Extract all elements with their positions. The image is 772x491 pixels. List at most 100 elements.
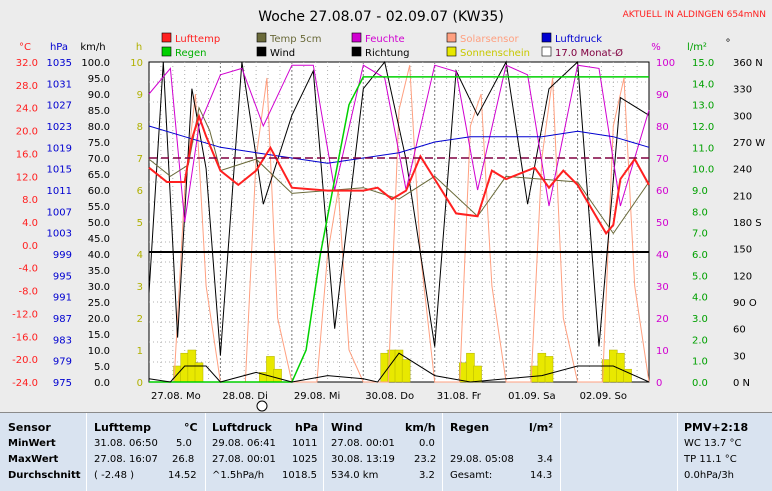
wind-tick-label: 70.0 (88, 154, 110, 165)
unit-percent: % (651, 42, 661, 53)
row-max-wind-time: 30.08. 13:19 (331, 454, 395, 465)
direction-tick-label: 360 N (733, 58, 763, 69)
temp-tick-label: -20.0 (12, 355, 38, 366)
humidity-tick-label: 80 (656, 122, 669, 133)
series-line-richtung (148, 60, 650, 356)
pressure-tick-label: 995 (53, 271, 72, 282)
sunshine-bar (623, 368, 632, 383)
wind-tick-label: 85.0 (88, 106, 110, 117)
pressure-tick-label: 983 (53, 335, 72, 346)
pressure-tick-label: 975 (53, 378, 72, 389)
hours-tick-label: 5 (137, 218, 143, 229)
hours-tick-label: 7 (137, 154, 143, 165)
series-line-wind (148, 352, 650, 383)
row-max-pmv: TP 11.1 °C (684, 454, 737, 465)
row-max-temp-time: 27.08. 16:07 (94, 454, 158, 465)
temp-tick-label: 4.0 (22, 218, 38, 229)
row-max-press-val: 1025 (292, 454, 318, 465)
humidity-tick-label: 60 (656, 186, 669, 197)
pressure-tick-label: 1023 (47, 122, 72, 133)
day-label: 02.09. So (580, 391, 627, 402)
wind-tick-label: 100.0 (81, 58, 110, 69)
pressure-tick-label: 991 (53, 293, 72, 304)
sunshine-bar (266, 356, 275, 383)
legend-label: 17.0 Monat-Ø (555, 47, 623, 59)
sunshine-bar (401, 359, 411, 383)
row-avg-rain-val: 14.3 (530, 470, 553, 481)
hours-tick-label: 9 (137, 90, 143, 101)
wind-tick-label: 45.0 (88, 234, 110, 245)
direction-tick-label: 30 (733, 351, 746, 362)
header-sensor: Sensor (8, 421, 51, 434)
grid (149, 62, 649, 382)
pressure-tick-label: 1007 (47, 207, 72, 218)
pressure-tick-label: 1011 (47, 186, 72, 197)
wind-tick-label: 25.0 (88, 298, 110, 309)
legend-swatch (446, 32, 457, 43)
hours-tick-label: 8 (137, 122, 143, 133)
rain-tick-label: 7.0 (692, 229, 708, 240)
sunshine-bar (380, 352, 389, 383)
pressure-tick-label: 1015 (47, 165, 72, 176)
direction-tick-label: 0 N (733, 378, 750, 389)
rain-tick-label: 2.0 (692, 335, 708, 346)
row-max-rain-time: 29.08. 05:08 (450, 454, 514, 465)
row-min-label: MinWert (8, 438, 56, 449)
legend-swatch (256, 32, 267, 43)
direction-tick-label: 180 S (733, 218, 762, 229)
hours-tick-label: 2 (137, 314, 143, 325)
wind-tick-label: 10.0 (88, 346, 110, 357)
rain-tick-label: 11.0 (692, 143, 714, 154)
weather-chart: Woche 27.08.07 - 02.09.07 (KW35) AKTUELL… (0, 0, 772, 412)
pressure-tick-label: 1003 (47, 229, 72, 240)
row-max-rain-val: 3.4 (537, 454, 553, 465)
pressure-tick-label: 999 (53, 250, 72, 261)
direction-tick-label: 60 (733, 325, 746, 336)
direction-tick-label: 90 O (733, 298, 757, 309)
temp-tick-label: 0.0 (22, 241, 38, 252)
sunshine-bar (273, 368, 282, 383)
rain-tick-label: 13.0 (692, 101, 714, 112)
direction-tick-label: 300 (733, 111, 752, 122)
day-label: 29.08. Mi (294, 391, 340, 402)
scroll-marker-icon[interactable] (256, 400, 268, 412)
legend-label: Temp 5cm (269, 34, 321, 45)
row-avg-label: Durchschnitt (8, 470, 81, 481)
rain-tick-label: 10.0 (692, 165, 714, 176)
humidity-tick-label: 70 (656, 154, 669, 165)
temp-tick-label: -12.0 (12, 309, 38, 320)
unit-degree: ° (726, 38, 731, 49)
legend-label: Sonnenschein (460, 48, 530, 59)
rain-tick-label: 14.0 (692, 79, 714, 90)
series-lines (148, 60, 650, 383)
day-label: 30.08. Do (365, 391, 414, 402)
row-min-temp-time: 31.08. 06:50 (94, 438, 158, 449)
hours-tick-label: 1 (137, 346, 143, 357)
header-temp-unit: °C (184, 421, 198, 434)
wind-tick-label: 5.0 (94, 362, 110, 373)
unit-celsius: °C (19, 42, 31, 53)
row-min-wind-time: 27.08. 00:01 (331, 438, 395, 449)
row-avg-temp-val: 14.52 (168, 470, 197, 481)
rain-tick-label: 6.0 (692, 250, 708, 261)
wind-tick-label: 0.0 (94, 378, 110, 389)
temp-tick-label: -8.0 (18, 287, 38, 298)
direction-tick-label: 210 (733, 191, 752, 202)
statistics-table: Sensor Lufttemp °C Luftdruck hPa Wind km… (0, 412, 772, 491)
sunshine-bar (466, 352, 475, 383)
wind-tick-label: 60.0 (88, 186, 110, 197)
pressure-tick-label: 1031 (47, 79, 72, 90)
unit-hours: h (136, 42, 142, 53)
sunshine-bar (544, 356, 554, 383)
row-min-temp-val: 5.0 (176, 438, 192, 449)
hours-tick-label: 0 (137, 378, 143, 389)
wind-tick-label: 30.0 (88, 282, 110, 293)
station-label: AKTUELL IN ALDINGEN 654mNN (623, 10, 766, 20)
rain-tick-label: 3.0 (692, 314, 708, 325)
series-line-regen (149, 76, 649, 383)
rain-tick-label: 1.0 (692, 357, 708, 368)
day-label: 31.08. Fr (437, 391, 482, 402)
sunshine-bar (473, 365, 482, 383)
temp-tick-label: 12.0 (16, 172, 38, 183)
axes: 32.028.024.020.016.012.08.04.00.0-4.0-8.… (12, 58, 765, 389)
